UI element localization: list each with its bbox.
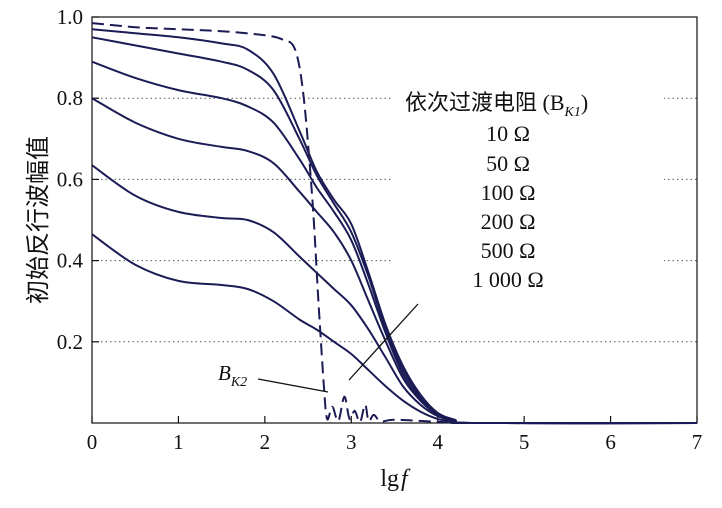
annotation-pointer-line xyxy=(257,378,329,393)
x-tick-label: 4 xyxy=(432,430,443,454)
x-tick-label: 3 xyxy=(346,430,357,454)
legend-entry: 100 Ω xyxy=(481,180,536,205)
x-tick-label: 0 xyxy=(87,430,98,454)
legend-pointer-line xyxy=(348,303,419,381)
y-tick-label: 0.2 xyxy=(57,330,83,354)
x-tick-label: 2 xyxy=(260,430,271,454)
legend-entry: 1 000 Ω xyxy=(472,267,543,292)
plot-frame xyxy=(91,16,698,424)
axis-ticks: 0 1 2 3 4 5 6 7 0.2 0.4 0.6 0.8 1.0 xyxy=(57,5,703,454)
annotation-subscript: K2 xyxy=(230,375,247,390)
legend-heading: 依次过渡电阻 (BK1) xyxy=(405,90,588,120)
x-tick-label: 5 xyxy=(519,430,530,454)
y-tick-label: 0.4 xyxy=(57,249,84,273)
legend-heading-close: ) xyxy=(581,90,588,115)
x-tick-label: 7 xyxy=(692,430,703,454)
y-tick-label: 1.0 xyxy=(57,5,83,29)
legend-entry: 10 Ω xyxy=(486,121,530,146)
legend: 依次过渡电阻 (BK1) 10 Ω 50 Ω 100 Ω 200 Ω 500 Ω… xyxy=(392,80,664,294)
x-axis-title: lgf xyxy=(380,466,411,492)
x-axis-title-variable: f xyxy=(401,466,411,492)
annotation-bk2: BK2 xyxy=(218,361,329,393)
y-tick-label: 0.6 xyxy=(57,167,83,191)
x-tick-label: 6 xyxy=(605,430,616,454)
y-axis-title: 初始反行波幅值 xyxy=(25,136,52,304)
legend-entry: 500 Ω xyxy=(481,238,536,263)
series-line-bk2 xyxy=(91,22,698,425)
series-line xyxy=(91,233,698,425)
annotation-label: BK2 xyxy=(218,361,247,390)
series-group xyxy=(91,22,698,425)
y-tick-label: 0.8 xyxy=(57,86,83,110)
legend-entry: 50 Ω xyxy=(486,151,530,176)
legend-entry: 200 Ω xyxy=(481,209,536,234)
legend-heading-subscript: K1 xyxy=(564,105,581,120)
x-tick-label: 1 xyxy=(173,430,184,454)
legend-background xyxy=(392,80,664,294)
